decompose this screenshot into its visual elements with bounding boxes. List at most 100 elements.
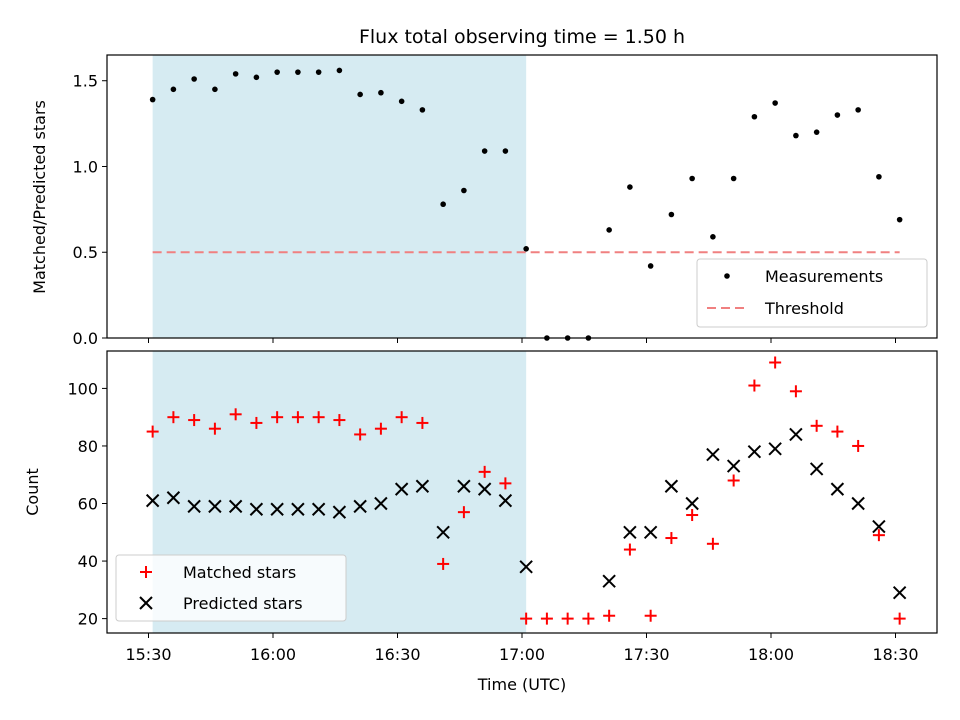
predicted-star-point	[394, 482, 409, 496]
measurement-point	[606, 227, 612, 233]
x-tick-label: 16:30	[374, 645, 420, 664]
matched-star-point	[354, 428, 367, 441]
measurement-point	[419, 107, 426, 113]
measurement-point	[357, 91, 363, 98]
legend-predicted-label: Predicted stars	[183, 594, 303, 613]
measurement-point	[191, 76, 197, 82]
matched-star-point	[291, 411, 304, 424]
matched-star-point	[561, 612, 574, 625]
top-y-tick-label: 1.0	[73, 157, 98, 176]
legend-threshold-label: Threshold	[764, 299, 844, 318]
matched-star-point	[271, 411, 284, 424]
matched-star-point	[457, 506, 470, 519]
measurement-point	[647, 263, 654, 269]
x-tick-label: 17:30	[623, 645, 669, 664]
predicted-star-point	[145, 493, 160, 508]
matched-star-point	[520, 612, 533, 625]
measurement-point	[398, 98, 405, 105]
bottom-y-tick-label: 60	[78, 495, 98, 514]
chart-title: Flux total observing time = 1.50 h	[359, 26, 685, 48]
measurement-point	[440, 201, 446, 208]
predicted-star-point	[436, 525, 450, 539]
x-tick-label: 18:00	[748, 645, 794, 664]
measurement-point	[793, 132, 799, 139]
top-x-axis	[148, 338, 896, 343]
predicted-star-point	[726, 459, 741, 473]
predicted-star-point	[415, 479, 430, 493]
predicted-star-point	[457, 479, 471, 493]
matched-star-point	[167, 411, 180, 424]
matched-star-point	[146, 425, 159, 438]
matched-star-point	[312, 411, 325, 424]
predicted-star-point	[208, 499, 222, 514]
predicted-star-point	[830, 482, 845, 496]
legend-predicted-marker	[139, 596, 153, 610]
measurement-point	[315, 69, 322, 75]
measurement-point	[751, 113, 758, 120]
predicted-star-point	[602, 574, 616, 588]
measurement-point	[212, 86, 218, 93]
predicted-star-point	[623, 525, 637, 539]
predicted-star-point	[872, 519, 886, 534]
predicted-star-point	[166, 491, 181, 505]
matched-star-point	[893, 612, 906, 625]
matched-star-point	[872, 529, 885, 542]
bottom-y-tick-label: 80	[78, 437, 98, 456]
matched-star-point	[665, 532, 678, 545]
matched-star-point	[706, 537, 719, 550]
measurement-points	[149, 67, 903, 341]
x-tick-label: 17:00	[499, 645, 545, 664]
predicted-star-point	[519, 560, 533, 574]
measurement-point	[668, 211, 675, 218]
measurement-point	[502, 148, 509, 154]
legend-measurement-marker	[724, 273, 730, 279]
legend-measurements-label: Measurements	[765, 267, 883, 286]
x-tick-label: 16:00	[250, 645, 296, 664]
measurement-point	[295, 69, 301, 75]
measurement-point	[710, 234, 716, 240]
measurement-point	[627, 184, 633, 190]
bottom-legend-box	[115, 554, 347, 622]
matched-star-point	[582, 612, 595, 625]
predicted-star-point	[768, 442, 782, 456]
predicted-star-point	[809, 462, 824, 476]
measurement-point	[834, 112, 841, 118]
matched-star-point	[769, 356, 782, 369]
predicted-star-point	[747, 445, 762, 459]
bottom-y-tick-label: 40	[78, 552, 98, 571]
measurement-point	[481, 148, 488, 154]
matched-star-point	[810, 419, 823, 432]
bottom-y-axis-label: Count	[23, 468, 42, 516]
measurement-point	[149, 96, 156, 103]
bottom-x-axis: 15:30 16:00 16:30 17:00 17:30 18:00 18:30	[125, 633, 919, 664]
matched-star-point	[644, 609, 657, 622]
matched-star-point	[374, 422, 387, 435]
measurement-point	[689, 175, 695, 182]
predicted-star-point	[892, 586, 907, 600]
top-y-tick-label: 0.5	[73, 243, 98, 262]
matched-star-point	[499, 477, 512, 490]
matched-star-point	[852, 439, 865, 452]
x-tick-label: 18:30	[872, 645, 918, 664]
top-plot-frame	[106, 54, 938, 339]
measurement-point	[461, 187, 467, 194]
predicted-star-point	[477, 482, 492, 496]
x-tick-label: 15:30	[125, 645, 171, 664]
predicted-star-point	[851, 496, 865, 511]
matched-star-point	[603, 609, 616, 622]
measurement-point	[855, 107, 861, 113]
bottom-y-axis: 20 40 60 80 100	[67, 379, 107, 629]
measurement-point	[772, 100, 778, 106]
predicted-star-point	[374, 496, 388, 511]
predicted-star-point	[187, 499, 201, 514]
matched-star-point	[395, 411, 408, 424]
top-y-tick-label: 0.0	[73, 329, 98, 348]
matched-star-point	[686, 509, 699, 522]
predicted-star-point	[789, 427, 803, 442]
measurement-point	[876, 173, 882, 180]
predicted-star-point	[249, 502, 264, 516]
top-panel: 0.0 0.5 1.0 1.5 Matched/Predicted stars Mea…	[30, 54, 938, 348]
bottom-plot-frame	[106, 350, 938, 634]
predicted-star-point	[353, 499, 367, 514]
predicted-star-point	[291, 502, 305, 516]
